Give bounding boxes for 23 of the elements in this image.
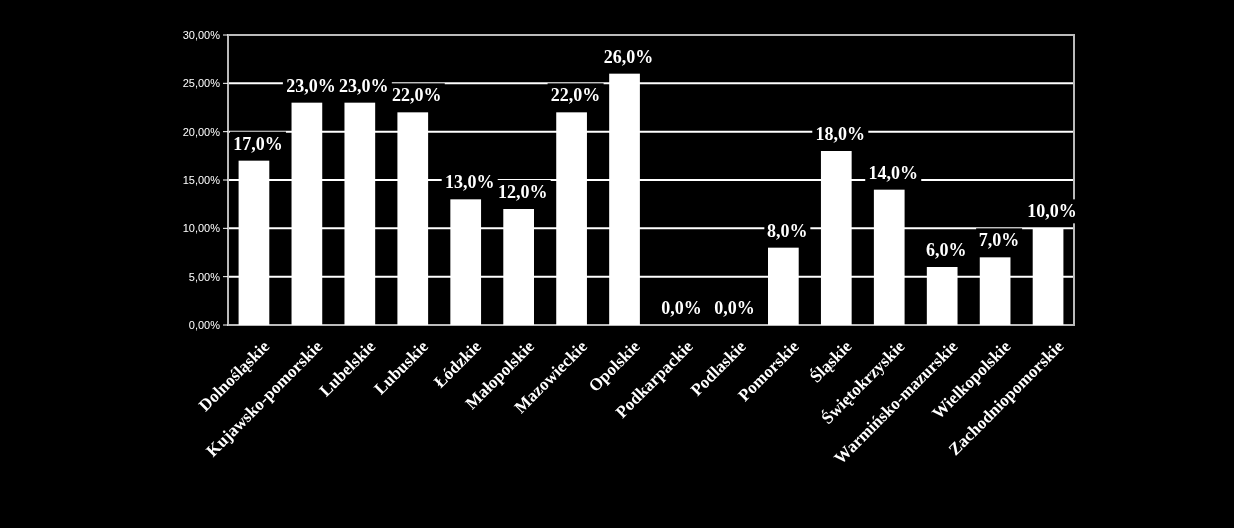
data-label: 7,0% (978, 230, 1020, 251)
data-label: 8,0% (767, 220, 808, 241)
data-label: 13,0% (444, 172, 495, 193)
data-label: 10,0% (1027, 201, 1077, 222)
data-label: 22,0% (550, 85, 601, 106)
data-label: 12,0% (497, 182, 548, 202)
data-label: 6,0% (925, 240, 967, 260)
y-tick-label: 10,00% (182, 222, 221, 235)
y-tick-label: 15,00% (182, 173, 221, 186)
data-label: 17,0% (233, 133, 283, 154)
data-label: 26,0% (603, 46, 654, 67)
data-label: 14,0% (868, 162, 918, 183)
data-label: 23,0% (286, 75, 336, 96)
y-tick-label: 20,00% (182, 125, 221, 138)
y-tick-label: 30,00% (182, 28, 221, 41)
data-label: 18,0% (815, 124, 866, 144)
data-label: 0,0% (714, 298, 755, 318)
data-label: 22,0% (392, 85, 442, 106)
y-tick-label: 25,00% (182, 77, 221, 90)
data-label: 23,0% (339, 75, 389, 96)
y-tick-label: 5,00% (188, 270, 221, 283)
data-label: 0,0% (661, 298, 702, 318)
y-tick-label: 0,00% (188, 318, 221, 331)
